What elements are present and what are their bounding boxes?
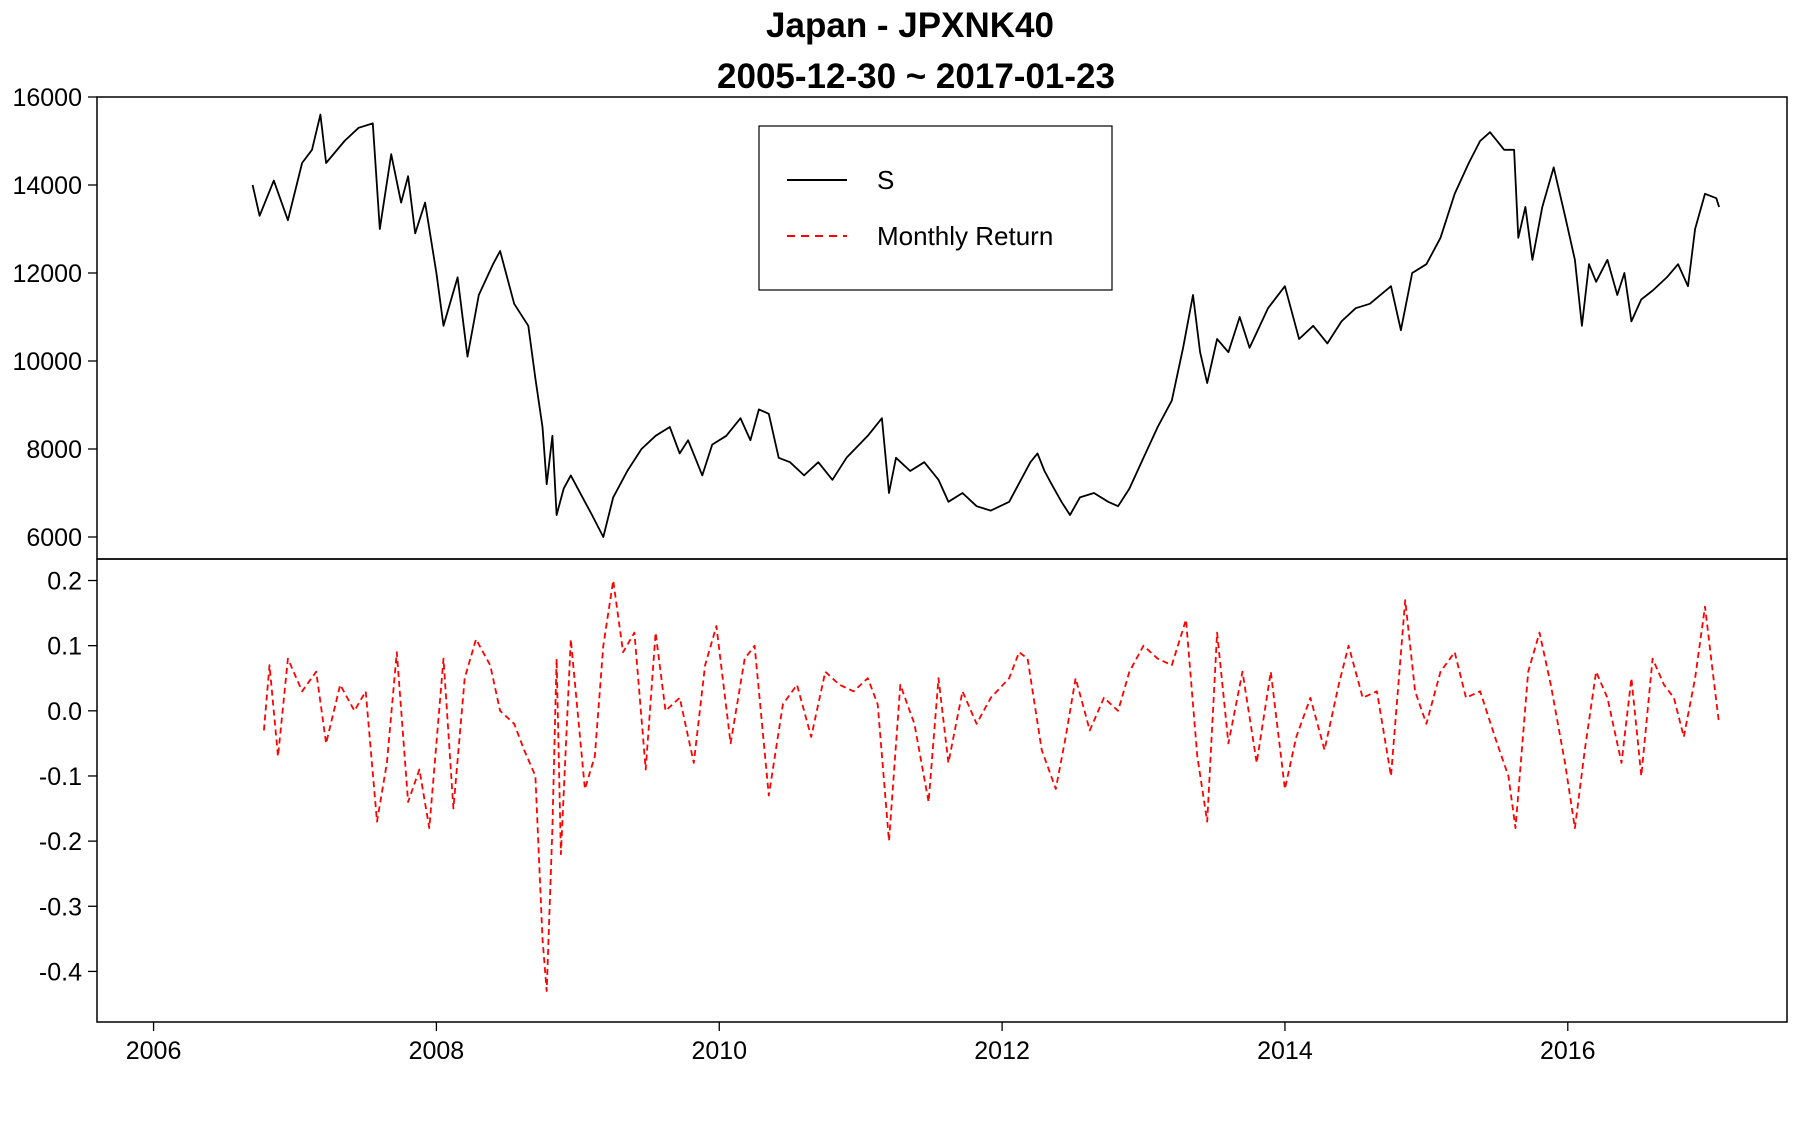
x-tick-label: 2008 <box>409 1037 465 1065</box>
x-tick-label: 2012 <box>974 1037 1030 1065</box>
price-y-tick-label: 16000 <box>12 84 82 112</box>
monthly-return-series-line <box>263 579 1720 992</box>
legend: S Monthly Return <box>758 125 1113 291</box>
price-y-tick-label: 8000 <box>26 436 82 464</box>
legend-label-monthly-return: Monthly Return <box>877 221 1053 251</box>
x-axis: 2006 2008 2010 2012 2014 2016 <box>126 1022 1596 1065</box>
legend-label-s: S <box>877 165 894 195</box>
returns-y-tick-label: 0.0 <box>47 698 82 726</box>
chart-title: Japan - JPXNK40 <box>766 6 1054 45</box>
x-tick-label: 2010 <box>691 1037 747 1065</box>
x-tick-label: 2014 <box>1257 1037 1313 1065</box>
price-y-tick-label: 10000 <box>12 348 82 376</box>
chart-title-group: Japan - JPXNK40 2005-12-30 ~ 2017-01-23 <box>717 6 1115 96</box>
returns-y-axis: -0.4 -0.3 -0.2 -0.1 0.0 0.1 0.2 <box>39 568 97 986</box>
price-y-tick-label: 12000 <box>12 260 82 288</box>
price-y-axis: 6000 8000 10000 12000 14000 16000 <box>12 84 97 552</box>
returns-y-tick-label: -0.1 <box>39 763 82 791</box>
chart-subtitle: 2005-12-30 ~ 2017-01-23 <box>717 57 1115 96</box>
returns-y-tick-label: -0.2 <box>39 828 82 856</box>
x-tick-label: 2006 <box>126 1037 182 1065</box>
returns-y-tick-label: -0.3 <box>39 893 82 921</box>
returns-panel-frame <box>96 558 1788 1023</box>
price-series-line <box>251 113 1720 538</box>
returns-y-tick-label: -0.4 <box>39 958 82 986</box>
legend-box <box>758 125 1113 291</box>
price-y-tick-label: 6000 <box>26 524 82 552</box>
returns-y-tick-label: 0.1 <box>47 633 82 661</box>
returns-y-tick-label: 0.2 <box>47 568 82 596</box>
x-tick-label: 2016 <box>1540 1037 1596 1065</box>
price-y-tick-label: 14000 <box>12 172 82 200</box>
